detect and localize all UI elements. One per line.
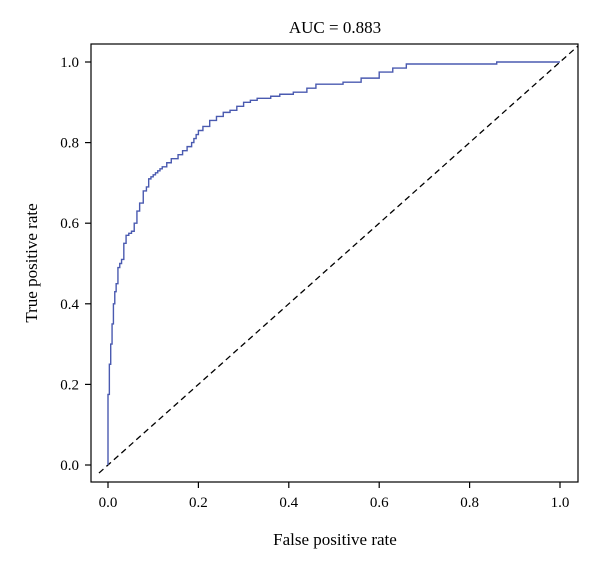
chance-diagonal-line: [98, 45, 579, 474]
chart-title: AUC = 0.883: [289, 18, 381, 37]
x-axis: 0.0 0.2 0.4 0.6 0.8 1.0: [99, 482, 570, 511]
y-axis: 0.0 0.2 0.4 0.6 0.8 1.0: [60, 55, 91, 474]
roc-curve-line: [107, 61, 560, 465]
x-axis-title: False positive rate: [273, 530, 397, 549]
y-tick-label: 1.0: [60, 55, 79, 71]
x-tick-label: 0.4: [279, 495, 298, 511]
x-tick-label: 0.0: [99, 495, 118, 511]
x-tick-label: 1.0: [551, 495, 570, 511]
y-tick-label: 0.0: [60, 458, 79, 474]
y-axis-title: True positive rate: [22, 203, 41, 322]
y-tick-label: 0.4: [60, 297, 79, 313]
x-tick-label: 0.2: [189, 495, 208, 511]
y-tick-label: 0.6: [60, 216, 79, 232]
x-tick-label: 0.8: [460, 495, 479, 511]
y-tick-label: 0.2: [60, 377, 79, 393]
plot-frame: [90, 43, 579, 483]
y-tick-label: 0.8: [60, 136, 79, 152]
x-tick-label: 0.6: [370, 495, 389, 511]
